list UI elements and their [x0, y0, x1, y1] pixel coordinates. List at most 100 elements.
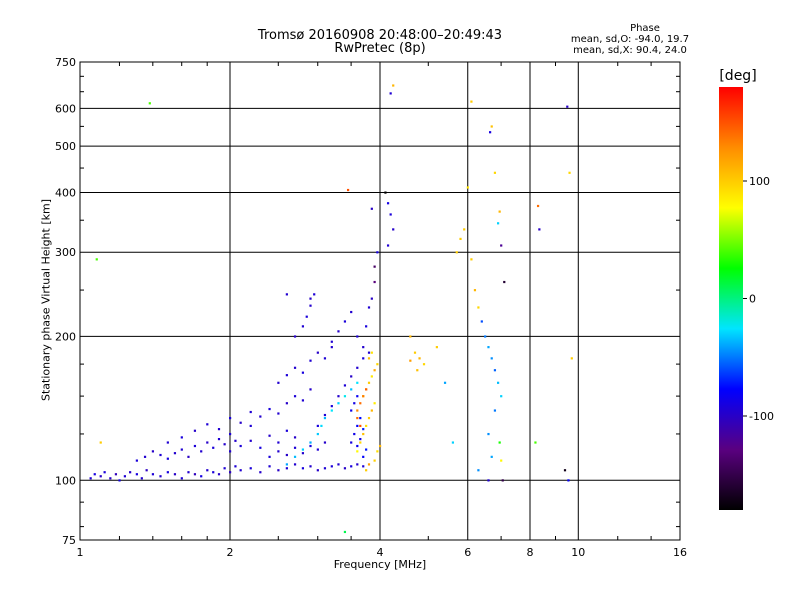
data-point [301, 448, 305, 451]
data-point [362, 432, 365, 436]
data-point [200, 475, 203, 478]
data-point [362, 357, 365, 360]
phase-stats-title: Phase [630, 23, 660, 34]
data-point [365, 424, 368, 428]
data-point [356, 450, 359, 453]
data-point [389, 92, 392, 95]
data-point [493, 409, 497, 412]
data-point [356, 463, 359, 466]
phase-stats-x-mode: mean, sd,X: 90.4, 24.0 [573, 45, 687, 56]
data-point [359, 402, 362, 405]
data-point [365, 325, 368, 328]
data-point [470, 100, 473, 103]
data-point [487, 346, 490, 349]
data-point [356, 381, 359, 384]
data-point [323, 416, 327, 420]
data-point [212, 446, 215, 449]
data-point [330, 409, 333, 412]
data-point [330, 465, 333, 468]
colorbar-title: [deg] [719, 68, 757, 84]
chart-title: Tromsø 20160908 20:48:00–20:49:43 [257, 28, 503, 43]
data-point [301, 467, 305, 470]
data-point [293, 436, 297, 439]
data-point [384, 191, 387, 194]
y-tick-label: 750 [55, 56, 76, 69]
data-point [148, 102, 151, 105]
data-point [249, 410, 252, 414]
data-point [309, 388, 312, 391]
data-point [373, 459, 376, 462]
data-point [463, 228, 466, 231]
data-point [323, 357, 327, 360]
data-point [490, 455, 493, 458]
data-point [285, 463, 288, 466]
data-point [350, 465, 353, 468]
data-point [500, 244, 503, 247]
data-point [259, 471, 262, 474]
data-point [392, 228, 395, 231]
y-tick-label: 300 [55, 246, 76, 259]
data-point [93, 473, 96, 476]
data-point [413, 351, 417, 354]
data-point [370, 409, 373, 412]
data-point [206, 441, 209, 444]
data-point [277, 469, 280, 472]
data-point [455, 251, 458, 254]
data-point [389, 213, 392, 216]
data-point [277, 381, 280, 384]
data-point [367, 416, 371, 420]
data-point [473, 289, 477, 292]
data-point [99, 475, 102, 478]
data-point [187, 471, 190, 474]
data-point [498, 210, 501, 213]
data-point [386, 244, 390, 247]
data-point [180, 448, 183, 451]
data-point [118, 479, 121, 482]
data-point [285, 467, 288, 470]
data-point [376, 251, 379, 254]
data-point [362, 428, 365, 431]
data-point [193, 473, 197, 476]
data-point [239, 469, 242, 472]
data-point [268, 455, 271, 458]
data-point [330, 346, 333, 349]
data-point [487, 479, 490, 482]
data-point [293, 335, 297, 338]
data-point [259, 415, 262, 418]
data-point [568, 171, 571, 174]
data-point [313, 293, 316, 296]
data-point [301, 452, 305, 455]
data-point [323, 441, 327, 444]
data-point [373, 369, 376, 372]
data-point [350, 409, 353, 412]
data-point [316, 351, 319, 354]
data-point [343, 320, 347, 323]
data-point [268, 407, 271, 411]
data-point [217, 437, 221, 441]
data-point [370, 207, 373, 210]
x-tick-label: 1 [77, 546, 84, 559]
data-point [536, 204, 540, 208]
data-point [109, 477, 112, 480]
data-point [316, 469, 319, 472]
chart-subtitle: RwPretec (8p) [334, 41, 426, 56]
data-point [277, 412, 280, 415]
y-tick-label: 200 [55, 330, 76, 343]
data-point [350, 388, 353, 391]
data-point [365, 448, 368, 451]
data-point [435, 346, 438, 349]
data-point [370, 297, 373, 300]
data-point [309, 441, 312, 444]
data-point [343, 467, 347, 470]
data-point [392, 84, 395, 87]
data-point [484, 335, 487, 338]
data-point [316, 448, 319, 451]
data-point [293, 446, 297, 449]
colorbar-tick-label: 0 [749, 293, 756, 306]
data-point [301, 371, 305, 374]
y-tick-label: 500 [55, 140, 76, 153]
data-point [477, 306, 480, 309]
data-point [409, 359, 412, 362]
data-point [356, 444, 359, 448]
data-point [350, 441, 353, 444]
